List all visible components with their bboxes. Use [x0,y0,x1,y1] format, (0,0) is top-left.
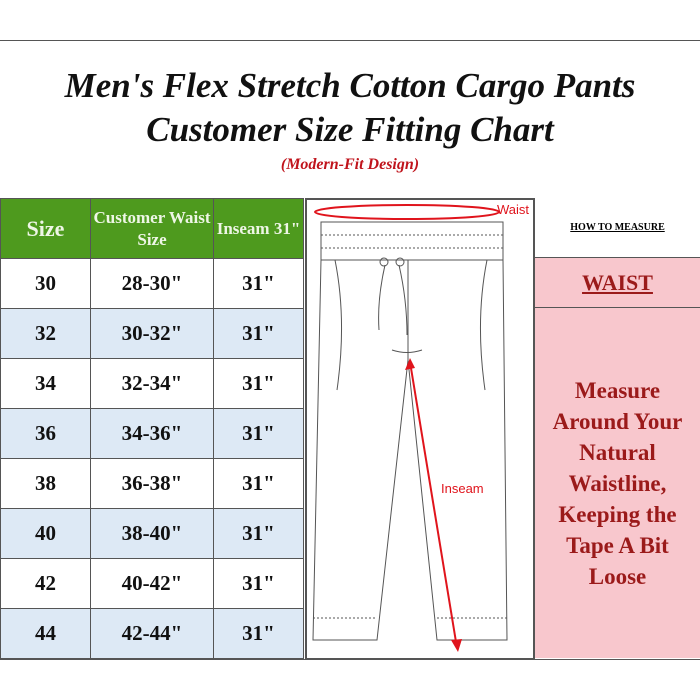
table-row: 30 28-30" 31" [0,258,304,309]
size-cell: 30 [0,258,91,309]
inseam-cell: 31" [213,558,304,609]
size-cell: 36 [0,408,91,459]
waist-cell: 42-44" [90,608,214,659]
inseam-cell: 31" [213,258,304,309]
waist-cell: 28-30" [90,258,214,309]
inseam-label: Inseam [441,481,484,496]
inseam-cell: 31" [213,458,304,509]
size-cell: 34 [0,358,91,409]
how-to-measure-heading: HOW TO MEASURE [535,198,700,258]
pants-illustration: Waist Inseam [312,202,529,652]
inseam-cell: 31" [213,608,304,659]
waist-cell: 34-36" [90,408,214,459]
waist-cell: 40-42" [90,558,214,609]
size-cell: 44 [0,608,91,659]
pants-diagram: Waist Inseam [305,198,535,660]
measure-panel: HOW TO MEASURE WAIST Measure Around Your… [535,198,700,660]
inseam-cell: 31" [213,308,304,359]
table-row: 38 36-38" 31" [0,458,304,509]
waist-cell: 32-34" [90,358,214,409]
header-size: Size [0,198,91,259]
size-cell: 32 [0,308,91,359]
waist-cell: 38-40" [90,508,214,559]
table-row: 40 38-40" 31" [0,508,304,559]
waist-label: Waist [497,202,529,217]
inseam-cell: 31" [213,508,304,559]
header-waist: Customer Waist Size [90,198,214,259]
subtitle: (Modern-Fit Design) [280,156,420,173]
waist-cell: 30-32" [90,308,214,359]
table-row: 42 40-42" 31" [0,558,304,609]
page-title: Men's Flex Stretch Cotton Cargo Pants Cu… [64,66,636,149]
size-cell: 40 [0,508,91,559]
waist-cell: 36-38" [90,458,214,509]
size-cell: 38 [0,458,91,509]
size-cell: 42 [0,558,91,609]
measure-instructions: Measure Around Your Natural Waistline, K… [535,308,700,658]
size-table: Size Customer Waist Size Inseam 31" 30 28… [0,198,304,659]
inseam-cell: 31" [213,408,304,459]
table-row: 36 34-36" 31" [0,408,304,459]
table-row: 34 32-34" 31" [0,358,304,409]
header-inseam: Inseam 31" [213,198,304,259]
waist-heading: WAIST [535,258,700,308]
inseam-cell: 31" [213,358,304,409]
table-row: 44 42-44" 31" [0,608,304,659]
table-row: 32 30-32" 31" [0,308,304,359]
